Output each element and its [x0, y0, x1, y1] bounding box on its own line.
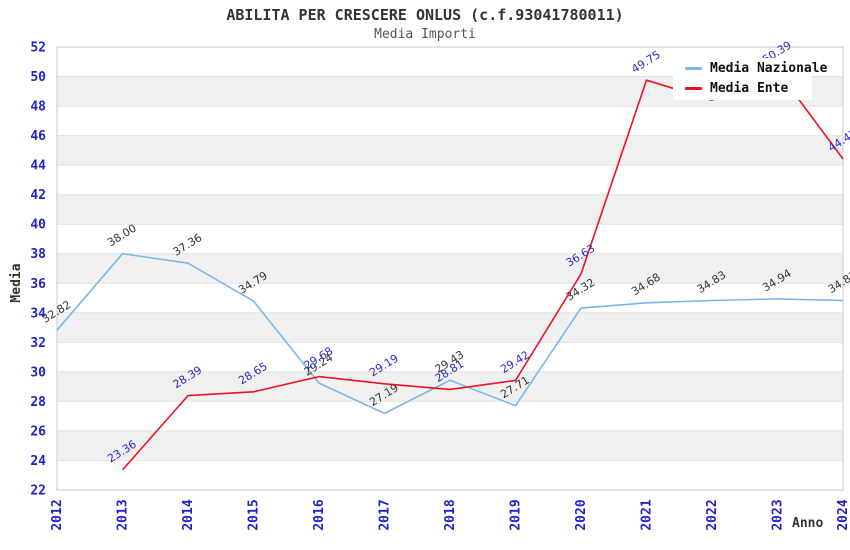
x-axis-title: Anno — [792, 516, 823, 531]
series-line-media-nazionale — [56, 252, 844, 415]
x-tick-label: 2023 — [771, 499, 786, 530]
grid-band — [57, 135, 843, 166]
legend: Media Nazionale Media Ente — [673, 58, 827, 100]
chart-title: ABILITA PER CRESCERE ONLUS (c.f.93041780… — [226, 6, 624, 24]
y-tick-label: 44 — [30, 159, 46, 174]
y-tick-label: 50 — [30, 70, 46, 85]
x-tick-label: 2014 — [181, 499, 196, 530]
grid-band — [57, 194, 843, 225]
y-tick-label: 38 — [30, 247, 46, 262]
y-tick-label: 40 — [30, 218, 46, 233]
x-tick-label: 2018 — [443, 499, 458, 530]
data-label: 44.42 — [826, 127, 850, 155]
y-tick-label: 34 — [30, 306, 46, 321]
x-tick-label: 2021 — [640, 499, 655, 530]
y-tick-label: 36 — [30, 277, 46, 292]
x-tick-label: 2024 — [836, 499, 850, 530]
data-label: 49.75 — [629, 48, 663, 76]
x-tick-label: 2019 — [509, 499, 524, 530]
y-tick-label: 24 — [30, 454, 46, 469]
y-axis-title: Media — [9, 263, 24, 302]
grid-band — [57, 312, 843, 343]
y-tick-label: 42 — [30, 188, 46, 203]
y-tick-label: 48 — [30, 100, 46, 115]
y-tick-label: 28 — [30, 395, 46, 410]
grid-band — [57, 430, 843, 461]
grid-band — [57, 253, 843, 284]
legend-item-media-ente: Media Ente — [685, 79, 812, 98]
legend-label-ente: Media Ente — [710, 81, 789, 96]
x-tick-label: 2012 — [50, 499, 65, 530]
plot-border — [56, 46, 844, 491]
x-tick-label: 2017 — [378, 499, 393, 530]
x-tick-label: 2020 — [574, 499, 589, 530]
y-tick-label: 52 — [30, 41, 46, 56]
data-label: 38.00 — [105, 222, 139, 250]
chart-subtitle: Media Importi — [374, 27, 476, 42]
legend-marker-nazionale-icon — [685, 67, 702, 70]
x-tick-label: 2015 — [247, 499, 262, 530]
x-tick-label: 2016 — [312, 499, 327, 530]
y-tick-label: 30 — [30, 365, 46, 380]
legend-marker-ente-icon — [685, 87, 702, 90]
y-tick-label: 32 — [30, 336, 46, 351]
y-tick-label: 22 — [30, 484, 46, 499]
legend-item-media-nazionale: Media Nazionale — [685, 59, 827, 78]
legend-label-nazionale: Media Nazionale — [710, 61, 828, 76]
y-tick-label: 26 — [30, 424, 46, 439]
x-tick-label: 2013 — [116, 499, 131, 530]
y-tick-label: 46 — [30, 129, 46, 144]
x-tick-label: 2022 — [705, 499, 720, 530]
